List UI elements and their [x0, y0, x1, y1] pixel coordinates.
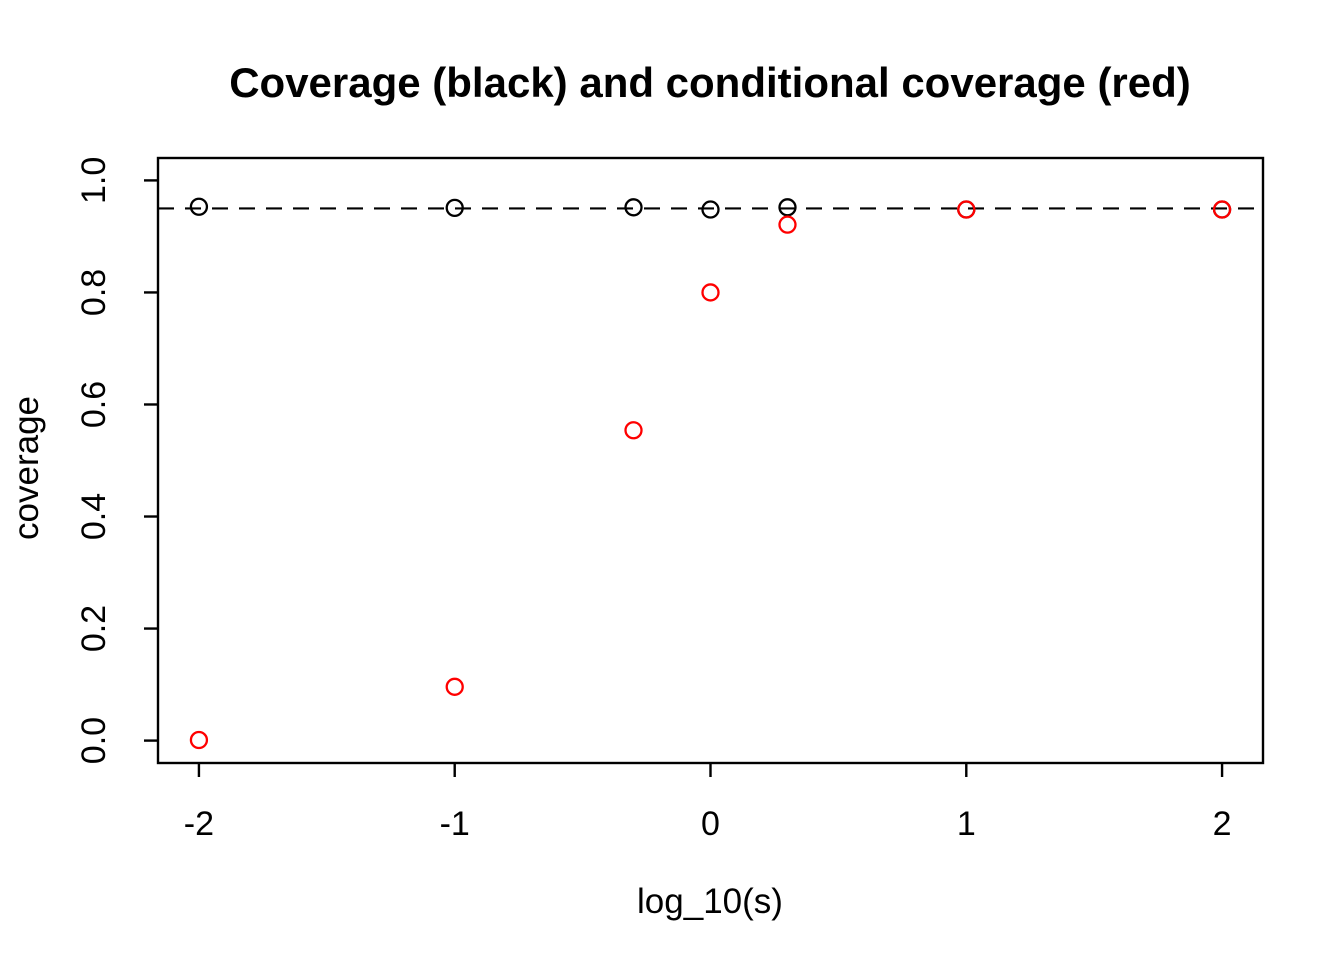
x-tick-label: 2: [1213, 805, 1232, 843]
x-tick-label: 0: [701, 805, 720, 843]
plot-box: [156, 156, 1265, 765]
data-point-conditional-coverage: [1212, 200, 1232, 219]
y-tick-label: 0.2: [75, 605, 113, 652]
data-point-conditional-coverage: [189, 730, 209, 750]
data-point-coverage: [189, 197, 209, 216]
data-point-coverage: [624, 198, 643, 217]
x-tick-label: -2: [184, 805, 214, 843]
x-tick-label: 1: [957, 805, 976, 843]
x-tick-label: -1: [440, 805, 470, 843]
y-tick-label: 0.6: [75, 381, 113, 428]
data-point-coverage: [445, 198, 464, 218]
y-axis-label: coverage: [7, 396, 46, 540]
x-axis-label: log_10(s): [637, 882, 783, 921]
data-point-conditional-coverage: [701, 283, 720, 302]
data-point-conditional-coverage: [624, 421, 643, 440]
y-tick-label: 0.8: [75, 269, 113, 316]
y-tick-label: 0.0: [75, 717, 113, 764]
data-point-coverage: [701, 200, 720, 219]
y-tick-label: 1.0: [75, 157, 113, 204]
data-point-coverage: [778, 198, 797, 217]
data-point-conditional-coverage: [778, 215, 797, 234]
plot-area: -2 -1 0 1 2 0.0 0.2 0.4 0.6 0.8 1.0: [75, 156, 1265, 843]
data-point-conditional-coverage: [957, 200, 976, 219]
y-tick-label: 0.4: [75, 493, 113, 540]
data-point-conditional-coverage: [445, 677, 464, 696]
chart-title: Coverage (black) and conditional coverag…: [229, 59, 1191, 106]
